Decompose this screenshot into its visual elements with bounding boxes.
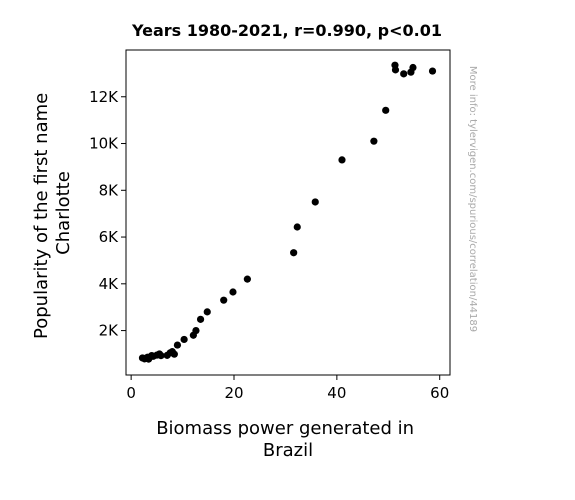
x-tick-label: 0	[126, 384, 136, 402]
y-tick-label: 8K	[99, 181, 120, 199]
x-axis: 0 20 40 60	[126, 375, 449, 402]
y-axis-label-line-1: Popularity of the first name	[31, 93, 52, 339]
data-point	[311, 198, 319, 206]
y-axis-label-line-2: Charlotte	[53, 171, 74, 255]
data-point	[409, 63, 417, 72]
source-watermark: More info: tylervigen.com/spurious/corre…	[467, 66, 478, 332]
y-tick-label: 2K	[99, 322, 120, 340]
y-tick-label: 12K	[89, 88, 119, 106]
data-point	[229, 288, 237, 296]
x-axis-label-line-1: Biomass power generated in	[156, 418, 414, 439]
plot-area-frame	[125, 49, 451, 376]
data-point	[203, 308, 211, 316]
data-point	[180, 335, 188, 344]
data-point	[192, 326, 200, 335]
data-point	[338, 156, 346, 164]
y-tick-label: 6K	[99, 228, 120, 246]
data-point	[293, 223, 301, 231]
data-point	[173, 341, 182, 349]
data-point	[243, 275, 251, 283]
data-point	[290, 249, 298, 257]
data-point	[170, 350, 178, 358]
y-tick-label: 10K	[89, 135, 119, 153]
data-point	[370, 137, 378, 145]
y-tick-label: 4K	[99, 275, 120, 293]
data-point	[220, 296, 228, 304]
x-axis-label-line-2: Brazil	[263, 440, 313, 461]
x-axis-label: Biomass power generated in Brazil	[156, 418, 420, 461]
data-point	[196, 315, 205, 323]
y-axis: 2K 4K 6K 8K 10K 12K	[89, 88, 126, 340]
data-point	[391, 66, 400, 74]
x-tick-label: 40	[327, 384, 346, 402]
x-tick-label: 20	[224, 384, 243, 402]
x-tick-label: 60	[430, 384, 449, 402]
y-axis-label: Popularity of the first name Charlotte	[31, 87, 74, 339]
data-point	[382, 106, 390, 114]
data-point	[157, 351, 165, 360]
chart-title: Years 1980-2021, r=0.990, p<0.01	[131, 21, 442, 40]
data-points	[138, 61, 437, 363]
data-point	[428, 67, 437, 75]
data-point	[400, 70, 408, 78]
